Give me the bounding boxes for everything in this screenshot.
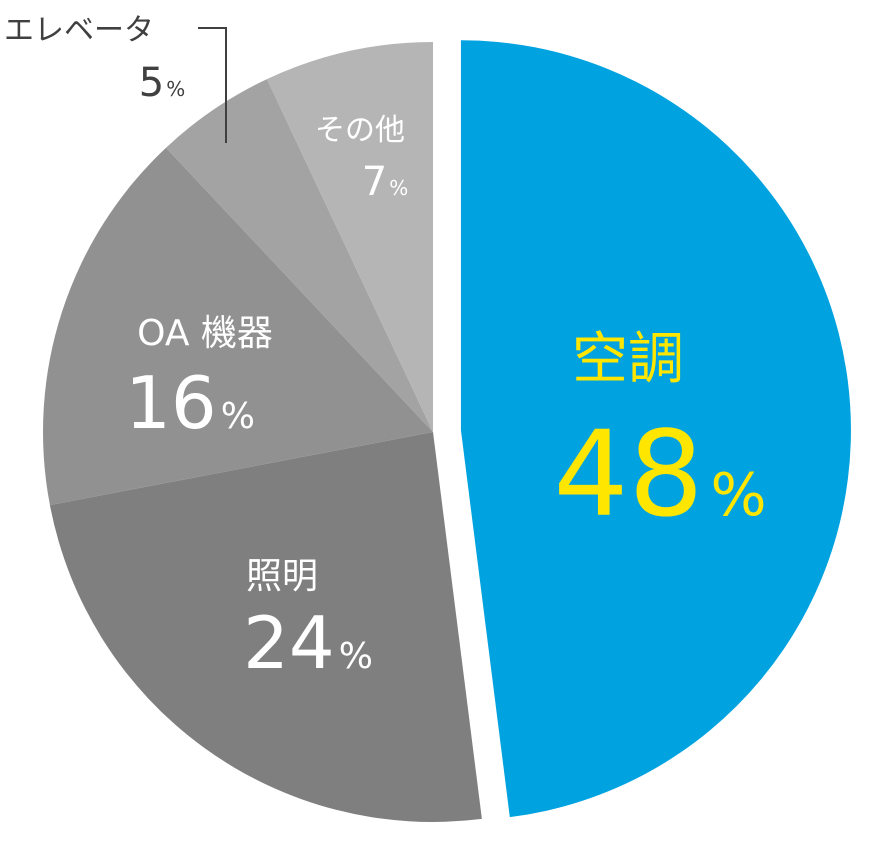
pie-slice [49, 432, 482, 822]
pie-slice [43, 147, 434, 506]
slice-label: エレベータ [4, 13, 154, 48]
slice-value-label: 48% [553, 405, 766, 543]
slice-value-label: 16% [125, 361, 255, 445]
pie-slices [43, 40, 851, 822]
slice-value-label: 7% [362, 159, 408, 205]
slice-label: 空調 [572, 327, 684, 392]
pie-slice [266, 42, 433, 432]
slice-label: 照明 [246, 556, 318, 597]
pie-slice [166, 79, 434, 433]
callout-lines [198, 27, 227, 143]
slice-label: その他 [315, 113, 405, 148]
pie-slice [460, 40, 851, 818]
slice-label: OA 機器 [137, 313, 273, 354]
slice-value-label: 24% [243, 601, 373, 685]
slice-value-label: 5% [139, 60, 185, 106]
callout-line [198, 27, 227, 143]
